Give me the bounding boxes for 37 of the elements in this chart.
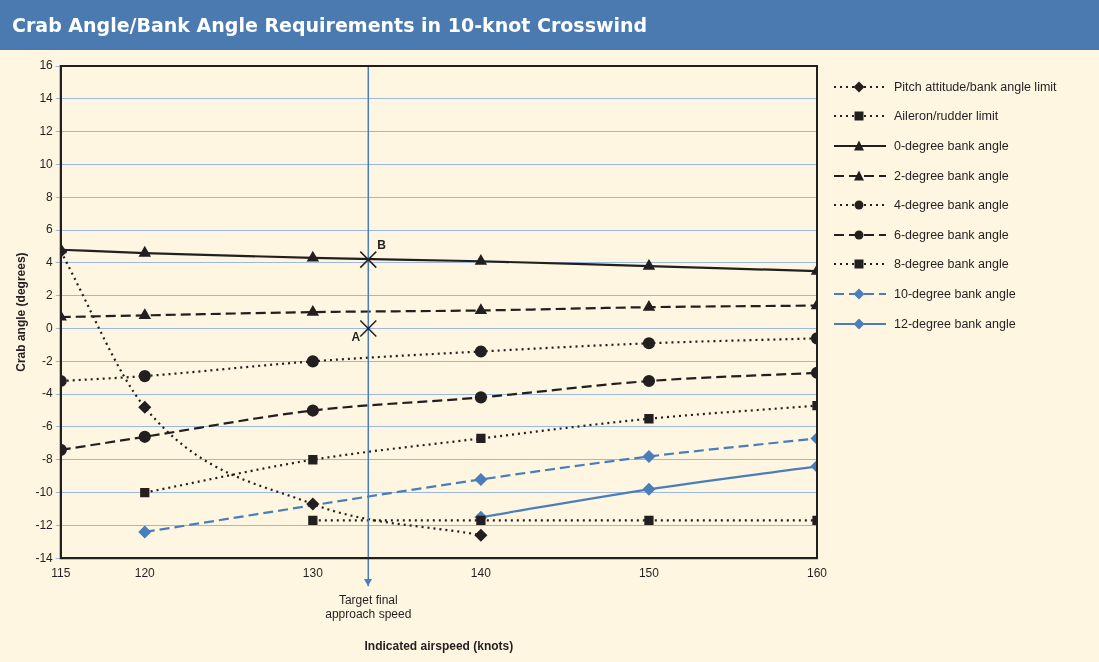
y-tick-label: -6: [42, 419, 54, 434]
legend-label: 4-degree bank angle: [894, 198, 1009, 213]
y-tick-label: 10: [39, 156, 54, 171]
y-tick-label: 8: [46, 189, 54, 204]
y-tick-label: 6: [46, 222, 54, 237]
y-tick-label: -8: [42, 452, 54, 467]
y-tick-label: 4: [46, 255, 54, 270]
legend-label: 8-degree bank angle: [894, 257, 1009, 272]
y-tick-label: 14: [39, 91, 54, 106]
annotation: B: [377, 237, 387, 252]
legend-label: 10-degree bank angle: [894, 286, 1016, 301]
chart-title: Crab Angle/Bank Angle Requirements in 10-knot Crosswind: [0, 0, 1099, 50]
legend-label: Pitch attitude/bank angle limit: [894, 79, 1057, 94]
legend-label: 6-degree bank angle: [894, 227, 1009, 242]
x-tick-label: 150: [638, 565, 660, 580]
y-tick-label: 16: [39, 58, 54, 73]
y-tick-label: -14: [35, 550, 54, 565]
y-tick-label: 12: [39, 123, 54, 138]
y-axis-title: Crab angle (degrees): [13, 252, 28, 372]
y-tick-label: -10: [35, 484, 54, 499]
y-tick-label: -4: [42, 386, 54, 401]
legend-label: 2-degree bank angle: [894, 168, 1009, 183]
legend-label: 12-degree bank angle: [894, 316, 1016, 331]
ref-line-label: Target final approach speed: [325, 592, 412, 621]
legend-label: Aileron/rudder limit: [894, 109, 999, 124]
legend-label: 0-degree bank angle: [894, 138, 1009, 153]
x-axis-title: Indicated airspeed (knots): [364, 639, 514, 654]
y-tick-label: -12: [35, 517, 54, 532]
x-tick-label: 130: [302, 565, 324, 580]
y-tick-label: -2: [42, 353, 54, 368]
x-tick-label: 115: [51, 565, 71, 580]
annotation: A: [351, 329, 361, 344]
x-tick-label: 120: [134, 565, 156, 580]
y-tick-label: 2: [46, 288, 54, 303]
x-tick-label: 140: [470, 565, 492, 580]
x-tick-label: 160: [806, 565, 828, 580]
y-tick-label: 0: [46, 320, 54, 335]
